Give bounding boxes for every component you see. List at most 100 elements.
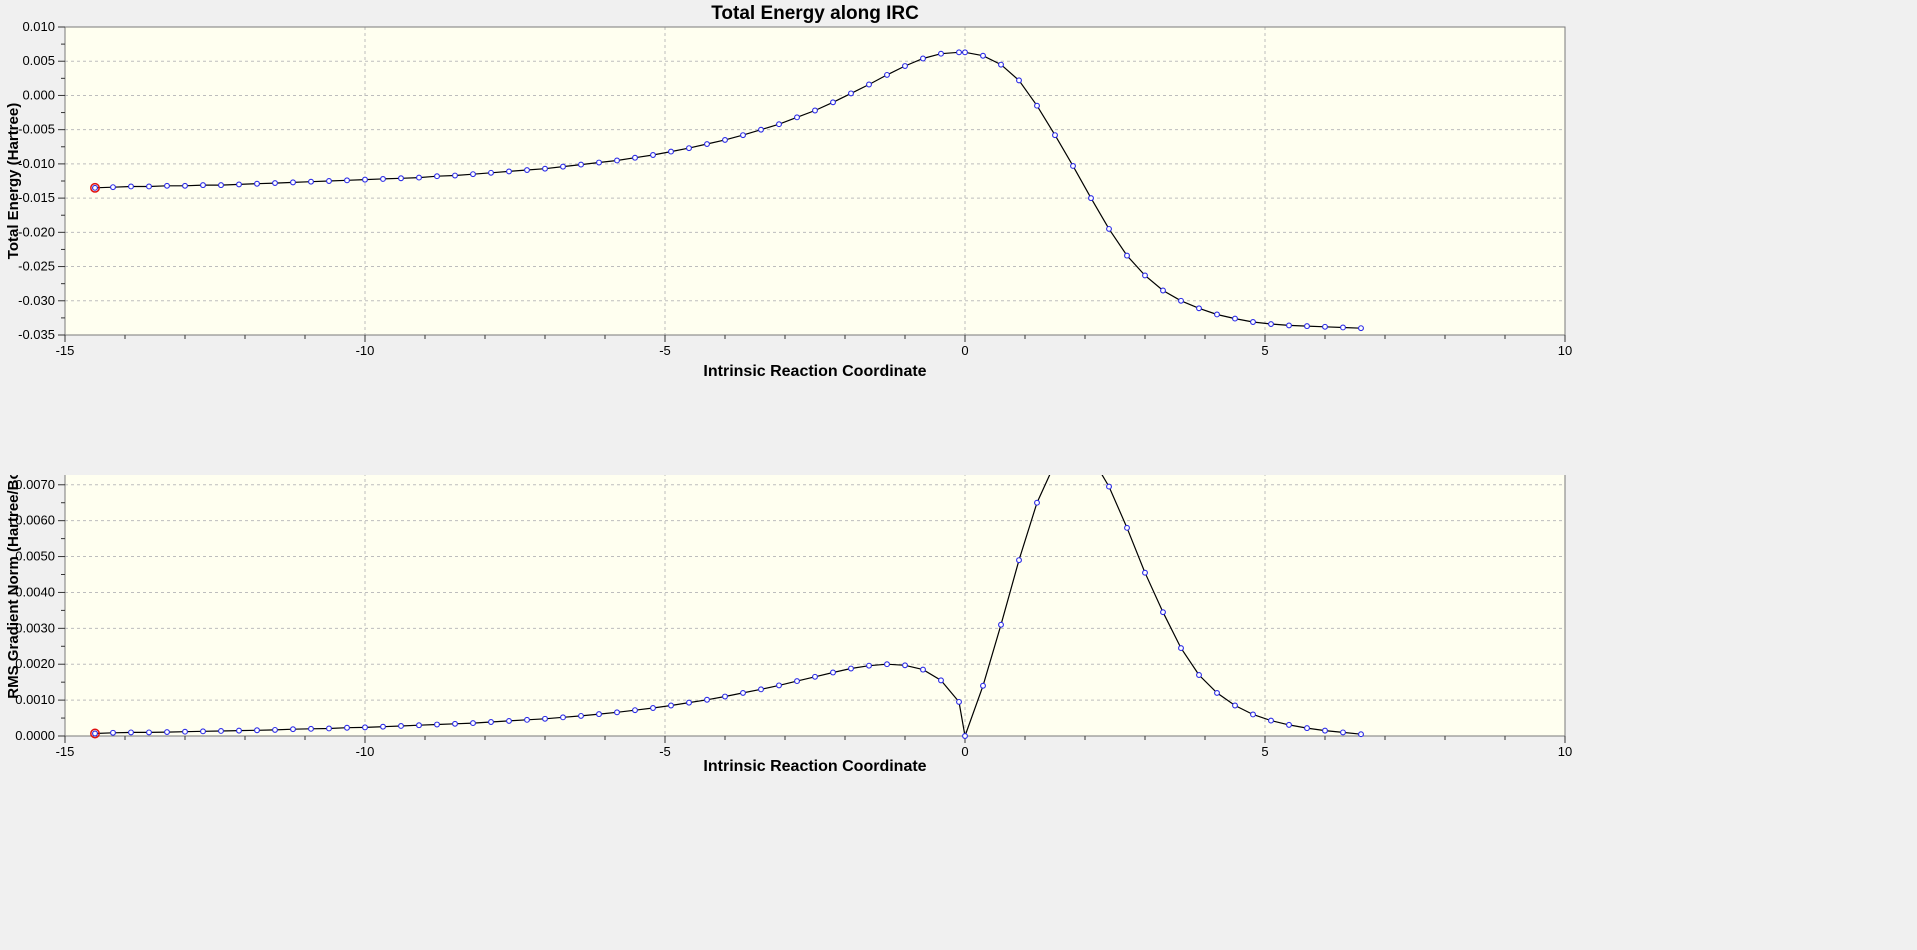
energy-current-point-marker [90, 182, 100, 193]
gradient-data-point [758, 686, 764, 693]
gradient-y-axis-label: RMS Gradient Norm (Hartree/Bohr) [5, 475, 22, 699]
energy-data-point [560, 163, 566, 170]
gradient-data-point [578, 712, 584, 719]
energy-data-point [344, 177, 350, 184]
energy-data-point [398, 175, 404, 182]
gradient-data-point [164, 729, 170, 736]
energy-y-tick-label: -0.025 [18, 259, 55, 274]
gradient-x-tick-label: -15 [56, 744, 75, 759]
energy-data-point [308, 178, 314, 185]
energy-data-point [416, 174, 422, 181]
energy-data-point [1070, 162, 1076, 169]
energy-y-tick-label: 0.010 [22, 19, 55, 34]
gradient-data-point [1322, 727, 1328, 734]
gradient-y-tick-label: 0.0010 [15, 692, 55, 707]
gradient-data-point [542, 715, 548, 722]
energy-data-point [686, 145, 692, 152]
energy-y-tick-label: 0.005 [22, 53, 55, 68]
gradient-data-point [290, 726, 296, 733]
energy-y-tick-label: 0.000 [22, 87, 55, 102]
energy-data-point [182, 182, 188, 189]
gradient-series-line [94, 475, 1362, 739]
gradient-data-point [110, 729, 116, 736]
energy-data-point [1016, 77, 1022, 84]
gradient-plot-area [65, 475, 1565, 736]
gradient-data-point [1358, 731, 1364, 738]
gradient-data-point [362, 724, 368, 731]
gradient-data-point [848, 665, 854, 672]
energy-data-point [362, 176, 368, 183]
energy-data-point [488, 169, 494, 176]
gradient-data-point [1286, 721, 1292, 728]
gradient-x-tick-label: 5 [1261, 744, 1268, 759]
energy-data-point [1214, 311, 1220, 318]
gradient-data-point [830, 669, 836, 676]
energy-data-point [578, 161, 584, 168]
energy-data-point [650, 152, 656, 158]
gradient-data-point [1142, 569, 1148, 576]
gradient-data-point [236, 727, 242, 734]
energy-data-point [542, 165, 548, 172]
gradient-x-tick-label: 10 [1558, 744, 1572, 759]
energy-data-point [1196, 305, 1202, 312]
gradient-data-point [884, 661, 890, 668]
gradient-data-point [722, 693, 728, 700]
energy-data-point [956, 49, 962, 56]
gradient-x-tick-label: 0 [961, 744, 968, 759]
energy-data-point [704, 141, 710, 147]
gradient-y-tick-label: 0.0050 [15, 549, 55, 564]
gradient-current-point-marker [90, 728, 100, 739]
gradient-data-point [650, 705, 656, 711]
energy-data-point [1304, 323, 1310, 330]
gradient-data-point [704, 696, 710, 703]
energy-data-point [434, 173, 440, 180]
gradient-data-point [614, 709, 620, 716]
energy-data-point [848, 90, 854, 97]
gradient-y-tick-label: 0.0020 [15, 656, 55, 671]
energy-chart-title: Total Energy along IRC [711, 3, 919, 24]
energy-data-point [524, 167, 530, 173]
energy-data-point [920, 55, 926, 62]
energy-data-point [1034, 102, 1040, 109]
gradient-data-point [776, 682, 782, 689]
gradient-data-point [812, 673, 818, 680]
energy-data-point [236, 181, 242, 188]
energy-data-point [1160, 287, 1166, 294]
energy-data-point [1232, 315, 1238, 322]
gradient-data-point [92, 730, 98, 737]
energy-data-point [1142, 272, 1148, 279]
energy-x-tick-label: 5 [1261, 343, 1268, 358]
energy-data-point [794, 114, 800, 121]
energy-data-point [1088, 195, 1094, 202]
energy-data-point [740, 132, 746, 139]
gradient-data-point [596, 711, 602, 718]
gradient-data-point [794, 678, 800, 685]
energy-data-point [452, 172, 458, 179]
energy-data-point [272, 180, 278, 187]
gradient-data-point [998, 621, 1004, 628]
gradient-data-point [416, 722, 422, 729]
energy-x-tick-label: -5 [659, 343, 671, 358]
gradient-y-tick-label: 0.0030 [15, 620, 55, 635]
energy-data-point [470, 171, 476, 178]
energy-data-point [1052, 132, 1058, 139]
gradient-data-point [1016, 557, 1022, 564]
gradient-data-point [938, 677, 944, 684]
energy-data-point [506, 168, 512, 175]
gradient-data-point [1340, 729, 1346, 736]
gradient-data-point [218, 728, 224, 734]
gradient-data-point [1304, 725, 1310, 732]
energy-data-point [380, 175, 386, 182]
gradient-data-point [344, 724, 350, 731]
energy-data-point [1124, 252, 1130, 259]
gradient-data-point [452, 720, 458, 727]
gradient-data-point [1034, 499, 1040, 506]
energy-plot-area [65, 27, 1565, 335]
gradient-data-point [434, 721, 440, 728]
gradient-x-tick-label: -10 [356, 744, 375, 759]
gradient-data-point [488, 719, 494, 725]
gradient-data-point [128, 729, 134, 736]
energy-data-point [998, 61, 1004, 68]
energy-data-point [962, 49, 968, 56]
